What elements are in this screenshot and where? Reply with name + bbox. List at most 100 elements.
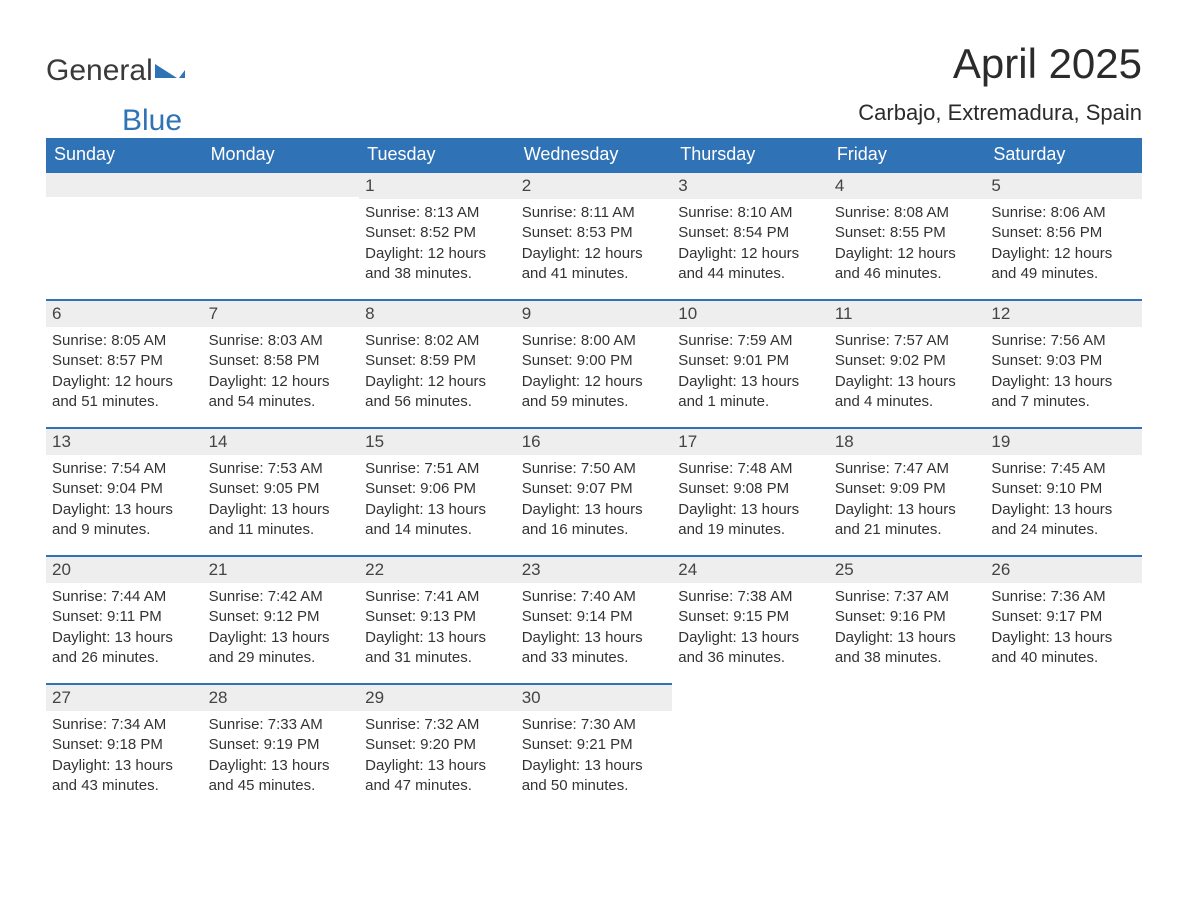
daylight-line: Daylight: 13 hours and 14 minutes. bbox=[365, 500, 510, 541]
day-number: 18 bbox=[829, 427, 986, 455]
logo-text-blue: Blue bbox=[122, 104, 182, 138]
calendar-row: 20Sunrise: 7:44 AMSunset: 9:11 PMDayligh… bbox=[46, 555, 1142, 683]
calendar-cell: 9Sunrise: 8:00 AMSunset: 9:00 PMDaylight… bbox=[516, 299, 673, 427]
calendar-cell: 23Sunrise: 7:40 AMSunset: 9:14 PMDayligh… bbox=[516, 555, 673, 683]
sunrise-line: Sunrise: 8:00 AM bbox=[522, 331, 667, 351]
calendar-cell bbox=[829, 683, 986, 811]
day-content: Sunrise: 7:57 AMSunset: 9:02 PMDaylight:… bbox=[829, 327, 986, 418]
day-content: Sunrise: 7:47 AMSunset: 9:09 PMDaylight:… bbox=[829, 455, 986, 546]
weekday-header: Sunday bbox=[46, 138, 203, 171]
daylight-line: Daylight: 13 hours and 43 minutes. bbox=[52, 756, 197, 797]
day-number: 27 bbox=[46, 683, 203, 711]
sunset-line: Sunset: 8:53 PM bbox=[522, 223, 667, 243]
daylight-line: Daylight: 13 hours and 29 minutes. bbox=[209, 628, 354, 669]
daylight-line: Daylight: 13 hours and 11 minutes. bbox=[209, 500, 354, 541]
calendar-cell: 29Sunrise: 7:32 AMSunset: 9:20 PMDayligh… bbox=[359, 683, 516, 811]
day-content: Sunrise: 7:36 AMSunset: 9:17 PMDaylight:… bbox=[985, 583, 1142, 674]
day-number: 10 bbox=[672, 299, 829, 327]
calendar-cell: 5Sunrise: 8:06 AMSunset: 8:56 PMDaylight… bbox=[985, 171, 1142, 299]
location: Carbajo, Extremadura, Spain bbox=[858, 100, 1142, 126]
calendar-cell: 21Sunrise: 7:42 AMSunset: 9:12 PMDayligh… bbox=[203, 555, 360, 683]
calendar-cell: 1Sunrise: 8:13 AMSunset: 8:52 PMDaylight… bbox=[359, 171, 516, 299]
calendar-cell: 19Sunrise: 7:45 AMSunset: 9:10 PMDayligh… bbox=[985, 427, 1142, 555]
sunset-line: Sunset: 9:18 PM bbox=[52, 735, 197, 755]
calendar-cell: 12Sunrise: 7:56 AMSunset: 9:03 PMDayligh… bbox=[985, 299, 1142, 427]
sunrise-line: Sunrise: 7:30 AM bbox=[522, 715, 667, 735]
day-content: Sunrise: 8:11 AMSunset: 8:53 PMDaylight:… bbox=[516, 199, 673, 290]
day-content: Sunrise: 8:05 AMSunset: 8:57 PMDaylight:… bbox=[46, 327, 203, 418]
sunset-line: Sunset: 8:52 PM bbox=[365, 223, 510, 243]
calendar-cell: 17Sunrise: 7:48 AMSunset: 9:08 PMDayligh… bbox=[672, 427, 829, 555]
weekday-header: Saturday bbox=[985, 138, 1142, 171]
day-content: Sunrise: 7:38 AMSunset: 9:15 PMDaylight:… bbox=[672, 583, 829, 674]
day-content: Sunrise: 8:10 AMSunset: 8:54 PMDaylight:… bbox=[672, 199, 829, 290]
calendar-cell bbox=[203, 171, 360, 299]
day-content: Sunrise: 7:32 AMSunset: 9:20 PMDaylight:… bbox=[359, 711, 516, 802]
sunrise-line: Sunrise: 7:54 AM bbox=[52, 459, 197, 479]
calendar-cell: 30Sunrise: 7:30 AMSunset: 9:21 PMDayligh… bbox=[516, 683, 673, 811]
calendar-cell bbox=[46, 171, 203, 299]
calendar-cell: 4Sunrise: 8:08 AMSunset: 8:55 PMDaylight… bbox=[829, 171, 986, 299]
calendar-cell: 2Sunrise: 8:11 AMSunset: 8:53 PMDaylight… bbox=[516, 171, 673, 299]
sunrise-line: Sunrise: 8:02 AM bbox=[365, 331, 510, 351]
daylight-line: Daylight: 13 hours and 7 minutes. bbox=[991, 372, 1136, 413]
weekday-header: Thursday bbox=[672, 138, 829, 171]
day-content: Sunrise: 8:13 AMSunset: 8:52 PMDaylight:… bbox=[359, 199, 516, 290]
day-number: 17 bbox=[672, 427, 829, 455]
daylight-line: Daylight: 13 hours and 9 minutes. bbox=[52, 500, 197, 541]
day-content: Sunrise: 8:06 AMSunset: 8:56 PMDaylight:… bbox=[985, 199, 1142, 290]
calendar-row: 6Sunrise: 8:05 AMSunset: 8:57 PMDaylight… bbox=[46, 299, 1142, 427]
calendar-cell: 26Sunrise: 7:36 AMSunset: 9:17 PMDayligh… bbox=[985, 555, 1142, 683]
sunrise-line: Sunrise: 7:36 AM bbox=[991, 587, 1136, 607]
calendar-cell: 24Sunrise: 7:38 AMSunset: 9:15 PMDayligh… bbox=[672, 555, 829, 683]
day-content: Sunrise: 8:08 AMSunset: 8:55 PMDaylight:… bbox=[829, 199, 986, 290]
day-content: Sunrise: 7:37 AMSunset: 9:16 PMDaylight:… bbox=[829, 583, 986, 674]
calendar-cell: 3Sunrise: 8:10 AMSunset: 8:54 PMDaylight… bbox=[672, 171, 829, 299]
sunrise-line: Sunrise: 7:45 AM bbox=[991, 459, 1136, 479]
sunset-line: Sunset: 9:15 PM bbox=[678, 607, 823, 627]
sunrise-line: Sunrise: 8:06 AM bbox=[991, 203, 1136, 223]
daylight-line: Daylight: 12 hours and 49 minutes. bbox=[991, 244, 1136, 285]
day-content: Sunrise: 7:50 AMSunset: 9:07 PMDaylight:… bbox=[516, 455, 673, 546]
calendar-cell: 22Sunrise: 7:41 AMSunset: 9:13 PMDayligh… bbox=[359, 555, 516, 683]
daylight-line: Daylight: 12 hours and 51 minutes. bbox=[52, 372, 197, 413]
day-content: Sunrise: 7:30 AMSunset: 9:21 PMDaylight:… bbox=[516, 711, 673, 802]
daylight-line: Daylight: 13 hours and 26 minutes. bbox=[52, 628, 197, 669]
daylight-line: Daylight: 12 hours and 46 minutes. bbox=[835, 244, 980, 285]
sunset-line: Sunset: 8:54 PM bbox=[678, 223, 823, 243]
sunrise-line: Sunrise: 7:38 AM bbox=[678, 587, 823, 607]
sunset-line: Sunset: 9:16 PM bbox=[835, 607, 980, 627]
sunset-line: Sunset: 9:05 PM bbox=[209, 479, 354, 499]
calendar-cell: 11Sunrise: 7:57 AMSunset: 9:02 PMDayligh… bbox=[829, 299, 986, 427]
day-content: Sunrise: 7:51 AMSunset: 9:06 PMDaylight:… bbox=[359, 455, 516, 546]
sunset-line: Sunset: 8:58 PM bbox=[209, 351, 354, 371]
sunrise-line: Sunrise: 8:08 AM bbox=[835, 203, 980, 223]
sunrise-line: Sunrise: 8:11 AM bbox=[522, 203, 667, 223]
daylight-line: Daylight: 13 hours and 36 minutes. bbox=[678, 628, 823, 669]
day-number: 2 bbox=[516, 171, 673, 199]
sunset-line: Sunset: 9:02 PM bbox=[835, 351, 980, 371]
day-number: 4 bbox=[829, 171, 986, 199]
sunrise-line: Sunrise: 7:47 AM bbox=[835, 459, 980, 479]
day-number: 24 bbox=[672, 555, 829, 583]
sunrise-line: Sunrise: 7:41 AM bbox=[365, 587, 510, 607]
day-content: Sunrise: 7:54 AMSunset: 9:04 PMDaylight:… bbox=[46, 455, 203, 546]
day-number: 1 bbox=[359, 171, 516, 199]
day-content: Sunrise: 7:59 AMSunset: 9:01 PMDaylight:… bbox=[672, 327, 829, 418]
daylight-line: Daylight: 12 hours and 56 minutes. bbox=[365, 372, 510, 413]
day-number: 28 bbox=[203, 683, 360, 711]
sunset-line: Sunset: 8:55 PM bbox=[835, 223, 980, 243]
daylight-line: Daylight: 12 hours and 54 minutes. bbox=[209, 372, 354, 413]
calendar-cell: 6Sunrise: 8:05 AMSunset: 8:57 PMDaylight… bbox=[46, 299, 203, 427]
day-number: 30 bbox=[516, 683, 673, 711]
sunrise-line: Sunrise: 7:37 AM bbox=[835, 587, 980, 607]
page-title: April 2025 bbox=[953, 40, 1142, 88]
daylight-line: Daylight: 13 hours and 16 minutes. bbox=[522, 500, 667, 541]
sunset-line: Sunset: 8:56 PM bbox=[991, 223, 1136, 243]
sunset-line: Sunset: 9:21 PM bbox=[522, 735, 667, 755]
calendar-cell: 13Sunrise: 7:54 AMSunset: 9:04 PMDayligh… bbox=[46, 427, 203, 555]
calendar-cell: 15Sunrise: 7:51 AMSunset: 9:06 PMDayligh… bbox=[359, 427, 516, 555]
weekday-header: Wednesday bbox=[516, 138, 673, 171]
calendar-cell: 14Sunrise: 7:53 AMSunset: 9:05 PMDayligh… bbox=[203, 427, 360, 555]
day-number: 13 bbox=[46, 427, 203, 455]
